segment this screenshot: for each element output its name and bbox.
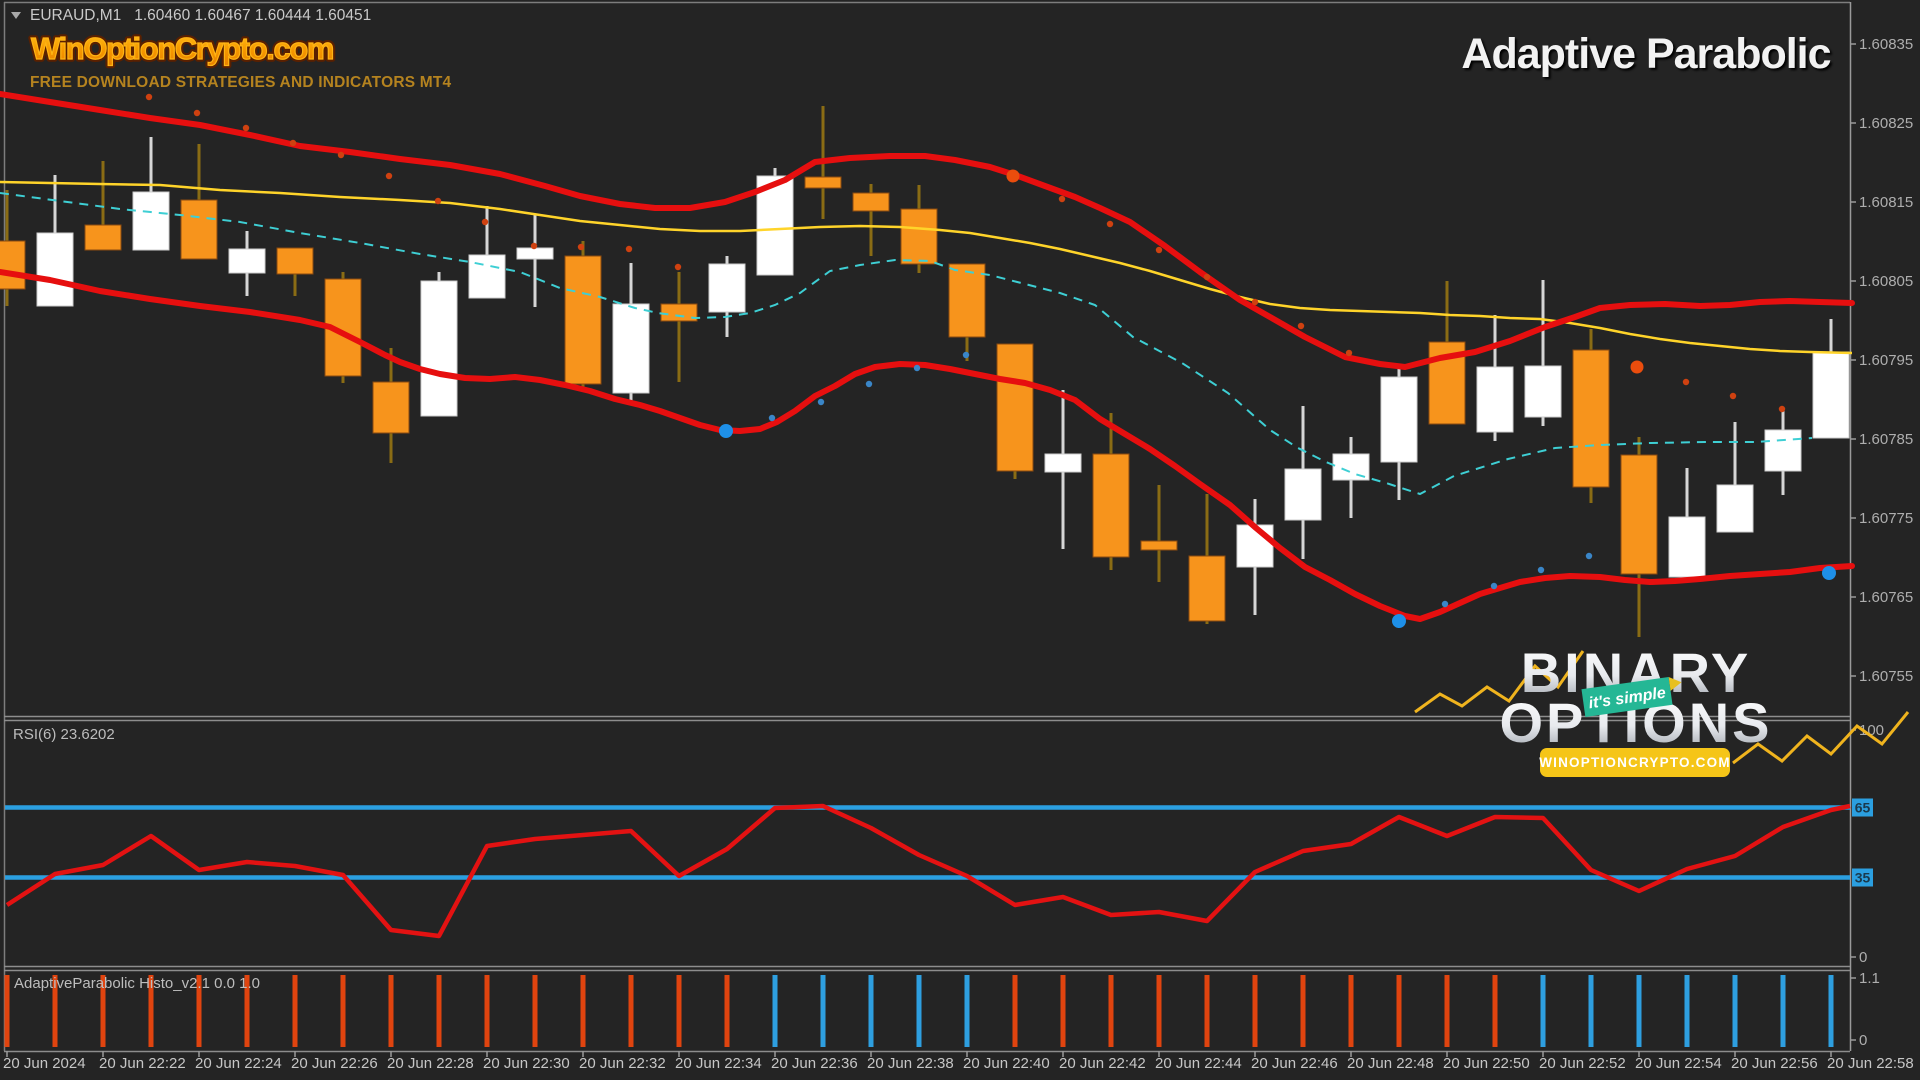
svg-text:20 Jun 22:28: 20 Jun 22:28	[387, 1055, 474, 1072]
svg-text:20 Jun 22:42: 20 Jun 22:42	[1059, 1055, 1146, 1072]
svg-text:0: 0	[1859, 949, 1867, 966]
svg-text:1.60815: 1.60815	[1859, 194, 1913, 211]
svg-text:20 Jun 22:22: 20 Jun 22:22	[99, 1055, 186, 1072]
svg-text:100: 100	[1859, 722, 1884, 739]
svg-text:RSI(6) 23.6202: RSI(6) 23.6202	[13, 726, 115, 743]
svg-text:20 Jun 22:24: 20 Jun 22:24	[195, 1055, 282, 1072]
svg-text:20 Jun 22:34: 20 Jun 22:34	[675, 1055, 762, 1072]
svg-text:20 Jun 22:50: 20 Jun 22:50	[1443, 1055, 1530, 1072]
svg-text:Adaptive Parabolic: Adaptive Parabolic	[1461, 30, 1830, 78]
svg-text:35: 35	[1855, 870, 1871, 886]
svg-text:EURAUD,M1 1.60460 1.60467 1.: EURAUD,M1 1.60460 1.60467 1.60444 1.6045…	[30, 7, 371, 24]
svg-text:20 Jun 22:48: 20 Jun 22:48	[1347, 1055, 1434, 1072]
svg-text:AdaptiveParabolic Histo_v2.1 0: AdaptiveParabolic Histo_v2.1 0.0 1.0	[14, 975, 260, 992]
svg-text:20 Jun 2024: 20 Jun 2024	[3, 1055, 86, 1072]
svg-text:20 Jun 22:54: 20 Jun 22:54	[1635, 1055, 1722, 1072]
svg-text:WinOptionCrypto.com: WinOptionCrypto.com	[31, 31, 333, 66]
svg-text:20 Jun 22:44: 20 Jun 22:44	[1155, 1055, 1242, 1072]
svg-text:1.60775: 1.60775	[1859, 510, 1913, 527]
svg-text:1.60755: 1.60755	[1859, 668, 1913, 685]
svg-text:WinOptionCrypto.com: WinOptionCrypto.com	[31, 31, 333, 66]
svg-text:20 Jun 22:26: 20 Jun 22:26	[291, 1055, 378, 1072]
svg-text:FREE DOWNLOAD STRATEGIES AND I: FREE DOWNLOAD STRATEGIES AND INDICATORS …	[30, 74, 452, 91]
svg-text:1.60825: 1.60825	[1859, 115, 1913, 132]
svg-text:20 Jun 22:58: 20 Jun 22:58	[1827, 1055, 1914, 1072]
svg-text:20 Jun 22:40: 20 Jun 22:40	[963, 1055, 1050, 1072]
svg-text:20 Jun 22:38: 20 Jun 22:38	[867, 1055, 954, 1072]
svg-text:1.60835: 1.60835	[1859, 36, 1913, 53]
svg-text:20 Jun 22:32: 20 Jun 22:32	[579, 1055, 666, 1072]
svg-text:1.60765: 1.60765	[1859, 589, 1913, 606]
svg-text:1.60785: 1.60785	[1859, 431, 1913, 448]
svg-text:20 Jun 22:46: 20 Jun 22:46	[1251, 1055, 1338, 1072]
svg-text:20 Jun 22:56: 20 Jun 22:56	[1731, 1055, 1818, 1072]
svg-text:WINOPTIONCRYPTO.COM: WINOPTIONCRYPTO.COM	[1539, 755, 1731, 770]
svg-text:65: 65	[1855, 800, 1871, 816]
svg-text:0: 0	[1859, 1032, 1867, 1049]
svg-text:20 Jun 22:30: 20 Jun 22:30	[483, 1055, 570, 1072]
svg-text:1.60805: 1.60805	[1859, 273, 1913, 290]
svg-text:1.60795: 1.60795	[1859, 352, 1913, 369]
svg-text:20 Jun 22:52: 20 Jun 22:52	[1539, 1055, 1626, 1072]
svg-text:20 Jun 22:36: 20 Jun 22:36	[771, 1055, 858, 1072]
svg-text:1.1: 1.1	[1859, 970, 1880, 987]
